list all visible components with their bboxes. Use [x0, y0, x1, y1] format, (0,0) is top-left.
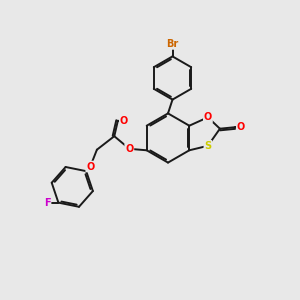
Text: F: F	[44, 198, 50, 208]
Text: O: O	[204, 112, 212, 122]
Text: O: O	[237, 122, 245, 132]
Text: O: O	[86, 161, 94, 172]
Text: O: O	[120, 116, 128, 126]
Text: Br: Br	[167, 39, 178, 49]
Text: O: O	[125, 144, 134, 154]
Text: S: S	[204, 141, 211, 151]
